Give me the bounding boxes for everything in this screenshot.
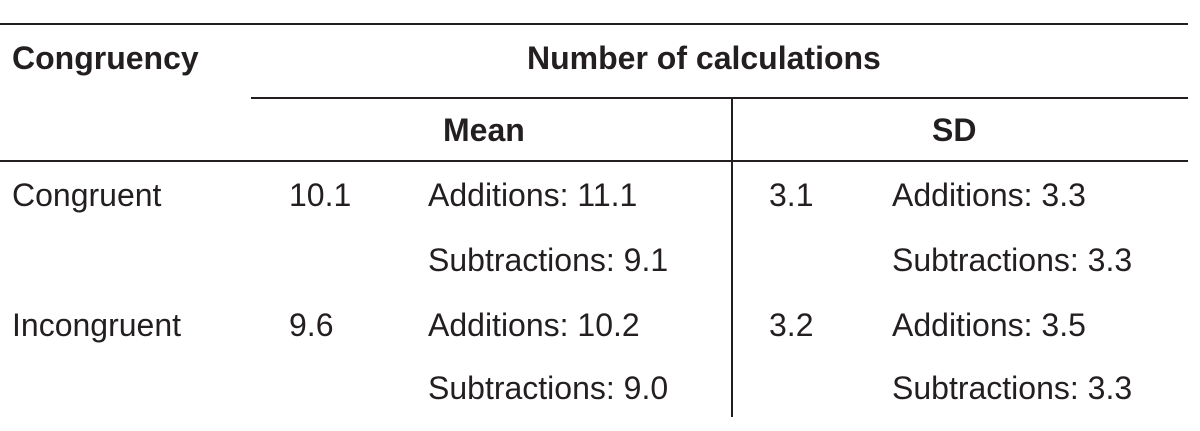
cell-mean-congruent: 10.1 [289, 177, 352, 213]
header-sd: SD [932, 112, 977, 148]
cell-mean-additions-incongruent: Additions: 10.2 [428, 307, 640, 343]
mean-sd-divider [731, 97, 733, 417]
cell-mean-subtractions-incongruent: Subtractions: 9.0 [428, 370, 669, 406]
header-mean: Mean [443, 112, 525, 148]
cell-sd-additions-incongruent: Additions: 3.5 [892, 307, 1086, 343]
header-congruency: Congruency [12, 40, 199, 76]
row-label-incongruent: Incongruent [12, 307, 182, 343]
row-label-congruent: Congruent [12, 177, 162, 213]
cell-sd-incongruent: 3.2 [769, 307, 814, 343]
cell-sd-congruent: 3.1 [769, 177, 814, 213]
group-header-rule [251, 97, 1188, 99]
top-rule [0, 23, 1188, 25]
cell-mean-subtractions-congruent: Subtractions: 9.1 [428, 242, 669, 278]
header-bottom-rule [0, 160, 1188, 162]
cell-sd-additions-congruent: Additions: 3.3 [892, 177, 1086, 213]
cell-mean-additions-congruent: Additions: 11.1 [428, 177, 638, 213]
cell-sd-subtractions-congruent: Subtractions: 3.3 [892, 242, 1133, 278]
cell-mean-incongruent: 9.6 [289, 307, 334, 343]
cell-sd-subtractions-incongruent: Subtractions: 3.3 [892, 370, 1133, 406]
header-number-of-calculations: Number of calculations [527, 40, 881, 76]
